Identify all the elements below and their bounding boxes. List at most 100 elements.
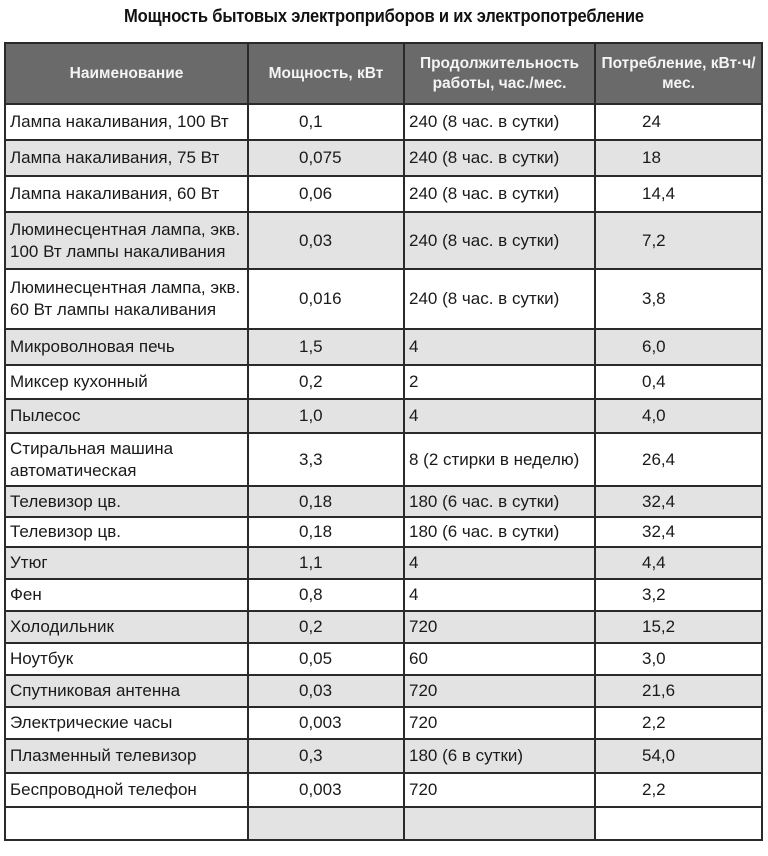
cell-power: 0,1 — [247, 103, 405, 141]
cell-name: Электрические часы — [4, 706, 249, 740]
cell-power: 0,8 — [247, 578, 405, 612]
cell-duration: 720 — [403, 772, 596, 808]
cell-power: 1,0 — [247, 398, 405, 434]
empty-table-row — [4, 806, 763, 841]
empty-cell — [403, 806, 596, 841]
table-row: Телевизор цв. 0,18 180 (6 час. в сутки) 32,… — [4, 485, 763, 518]
cell-consumption: 32,4 — [594, 516, 763, 548]
cell-power: 0,2 — [247, 364, 405, 400]
cell-duration: 4 — [403, 578, 596, 612]
table-row: Ноутбук 0,05 60 3,0 — [4, 642, 763, 676]
cell-consumption: 3,2 — [594, 578, 763, 612]
cell-power: 1,5 — [247, 328, 405, 366]
table-row: Микроволновая печь 1,5 4 6,0 — [4, 328, 763, 366]
cell-consumption: 18 — [594, 139, 763, 177]
cell-power: 0,003 — [247, 772, 405, 808]
cell-consumption: 3,8 — [594, 268, 763, 330]
cell-duration: 4 — [403, 398, 596, 434]
empty-cell — [4, 806, 249, 841]
cell-power: 0,05 — [247, 642, 405, 676]
cell-consumption: 0,4 — [594, 364, 763, 400]
cell-power: 0,03 — [247, 211, 405, 270]
cell-consumption: 4,0 — [594, 398, 763, 434]
cell-name: Фен — [4, 578, 249, 612]
header-power: Мощность, кВт — [247, 42, 405, 105]
cell-power: 0,075 — [247, 139, 405, 177]
table-row: Беспроводной телефон 0,003 720 2,2 — [4, 772, 763, 808]
cell-name: Лампа накаливания, 60 Вт — [4, 175, 249, 213]
table-row: Люминесцентная лампа, экв. 100 Вт лампы … — [4, 211, 763, 270]
cell-power: 1,1 — [247, 546, 405, 580]
cell-duration: 240 (8 час. в сутки) — [403, 139, 596, 177]
cell-duration: 720 — [403, 610, 596, 644]
cell-duration: 240 (8 час. в сутки) — [403, 175, 596, 213]
table-row: Лампа накаливания, 60 Вт 0,06 240 (8 час. … — [4, 175, 763, 213]
cell-power: 0,3 — [247, 738, 405, 774]
cell-duration: 240 (8 час. в сутки) — [403, 268, 596, 330]
table-header-row: Наименование Мощность, кВт Продолжительн… — [4, 42, 763, 105]
header-duration: Продолжительность работы, час./мес. — [403, 42, 596, 105]
table-row: Стиральная машина автоматическая 3,3 8 (2 … — [4, 432, 763, 487]
table-row: Спутниковая антенна 0,03 720 21,6 — [4, 674, 763, 708]
cell-name: Спутниковая антенна — [4, 674, 249, 708]
cell-consumption: 24 — [594, 103, 763, 141]
table-row: Лампа накаливания, 75 Вт 0,075 240 (8 час.… — [4, 139, 763, 177]
cell-name: Пылесос — [4, 398, 249, 434]
cell-name: Люминесцентная лампа, экв. 100 Вт лампы … — [4, 211, 249, 270]
cell-name: Миксер кухонный — [4, 364, 249, 400]
appliance-power-table: Наименование Мощность, кВт Продолжительн… — [4, 42, 763, 841]
page-title: Мощность бытовых электроприборов и их эл… — [124, 6, 644, 26]
cell-duration: 4 — [403, 546, 596, 580]
cell-name: Стиральная машина автоматическая — [4, 432, 249, 487]
table-row: Люминесцентная лампа, экв. 60 Вт лампы н… — [4, 268, 763, 330]
cell-consumption: 54,0 — [594, 738, 763, 774]
cell-power: 0,2 — [247, 610, 405, 644]
table-row: Миксер кухонный 0,2 2 0,4 — [4, 364, 763, 400]
cell-consumption: 2,2 — [594, 772, 763, 808]
cell-power: 0,03 — [247, 674, 405, 708]
cell-consumption: 3,0 — [594, 642, 763, 676]
header-consumption: Потребление, кВт·ч/мес. — [594, 42, 763, 105]
cell-duration: 720 — [403, 674, 596, 708]
cell-duration: 240 (8 час. в сутки) — [403, 103, 596, 141]
cell-name: Микроволновая печь — [4, 328, 249, 366]
cell-power: 0,06 — [247, 175, 405, 213]
cell-name: Лампа накаливания, 100 Вт — [4, 103, 249, 141]
cell-power: 0,18 — [247, 485, 405, 518]
cell-duration: 240 (8 час. в сутки) — [403, 211, 596, 270]
cell-duration: 180 (6 час. в сутки) — [403, 516, 596, 548]
table-row: Фен 0,8 4 3,2 — [4, 578, 763, 612]
cell-name: Телевизор цв. — [4, 516, 249, 548]
table-row: Телевизор цв. 0,18 180 (6 час. в сутки) 32,… — [4, 516, 763, 548]
cell-consumption: 7,2 — [594, 211, 763, 270]
table-row: Плазменный телевизор 0,3 180 (6 в сутки) 54… — [4, 738, 763, 774]
empty-cell — [594, 806, 763, 841]
cell-power: 0,18 — [247, 516, 405, 548]
cell-power: 0,016 — [247, 268, 405, 330]
cell-power: 3,3 — [247, 432, 405, 487]
cell-consumption: 14,4 — [594, 175, 763, 213]
cell-consumption: 15,2 — [594, 610, 763, 644]
cell-name: Холодильник — [4, 610, 249, 644]
table-row: Пылесос 1,0 4 4,0 — [4, 398, 763, 434]
cell-name: Лампа накаливания, 75 Вт — [4, 139, 249, 177]
table-row: Электрические часы 0,003 720 2,2 — [4, 706, 763, 740]
cell-duration: 720 — [403, 706, 596, 740]
cell-name: Телевизор цв. — [4, 485, 249, 518]
cell-consumption: 4,4 — [594, 546, 763, 580]
cell-consumption: 2,2 — [594, 706, 763, 740]
cell-duration: 180 (6 час. в сутки) — [403, 485, 596, 518]
cell-duration: 8 (2 стирки в неделю) — [403, 432, 596, 487]
cell-name: Люминесцентная лампа, экв. 60 Вт лампы н… — [4, 268, 249, 330]
cell-consumption: 21,6 — [594, 674, 763, 708]
header-name: Наименование — [4, 42, 249, 105]
cell-name: Утюг — [4, 546, 249, 580]
cell-consumption: 6,0 — [594, 328, 763, 366]
cell-duration: 60 — [403, 642, 596, 676]
cell-consumption: 26,4 — [594, 432, 763, 487]
cell-power: 0,003 — [247, 706, 405, 740]
table-row: Лампа накаливания, 100 Вт 0,1 240 (8 час. … — [4, 103, 763, 141]
cell-consumption: 32,4 — [594, 485, 763, 518]
table-row: Холодильник 0,2 720 15,2 — [4, 610, 763, 644]
cell-duration: 4 — [403, 328, 596, 366]
